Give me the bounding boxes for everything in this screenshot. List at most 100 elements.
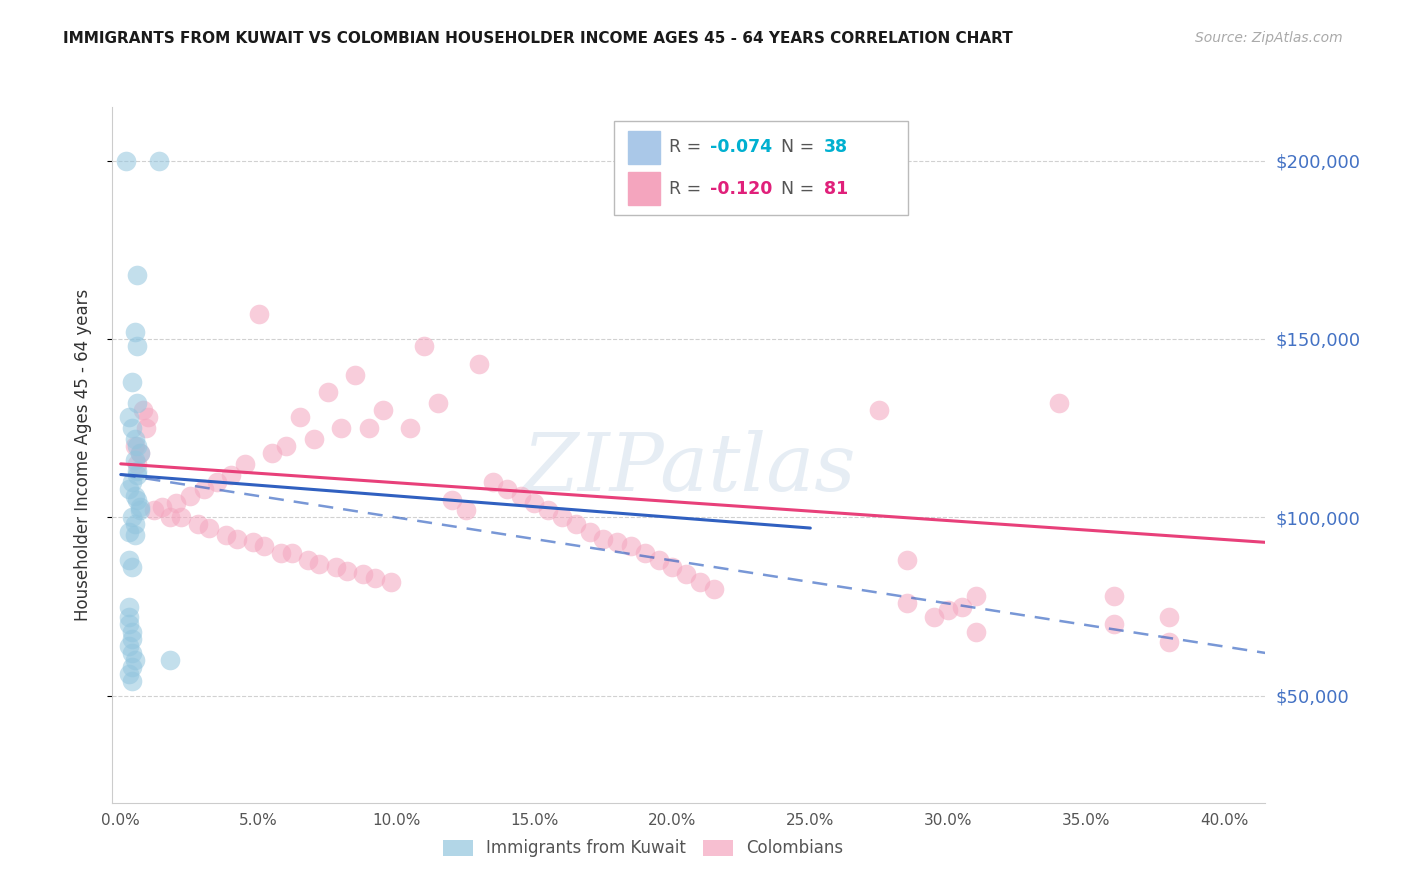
Text: R =: R = xyxy=(669,138,707,156)
Point xyxy=(124,453,146,467)
Point xyxy=(118,639,141,653)
Point xyxy=(121,510,143,524)
Point xyxy=(129,500,152,514)
Point xyxy=(344,368,367,382)
Point xyxy=(1102,617,1125,632)
Point xyxy=(620,539,643,553)
Point xyxy=(551,510,574,524)
Point xyxy=(950,599,973,614)
Point xyxy=(357,421,380,435)
Point xyxy=(148,153,170,168)
Point xyxy=(138,410,160,425)
Point xyxy=(316,385,339,400)
Point xyxy=(371,403,394,417)
Point xyxy=(675,567,697,582)
Point xyxy=(330,421,353,435)
Point xyxy=(302,432,325,446)
Point xyxy=(262,446,284,460)
Point xyxy=(1102,589,1125,603)
Point xyxy=(124,653,146,667)
Point xyxy=(127,467,149,482)
Point xyxy=(187,517,209,532)
Point xyxy=(509,489,531,503)
Point xyxy=(124,528,146,542)
Point xyxy=(121,632,143,646)
Point xyxy=(159,653,181,667)
Point xyxy=(363,571,385,585)
Point xyxy=(118,482,141,496)
Point xyxy=(578,524,600,539)
Point xyxy=(115,153,138,168)
Point xyxy=(170,510,193,524)
Point xyxy=(127,492,149,507)
Point xyxy=(127,457,149,471)
Bar xyxy=(628,130,661,164)
Point xyxy=(565,517,588,532)
Point xyxy=(308,557,330,571)
Text: 81: 81 xyxy=(824,179,848,198)
Text: ZIPatlas: ZIPatlas xyxy=(522,430,856,508)
Point xyxy=(159,510,181,524)
Point xyxy=(380,574,402,589)
Point xyxy=(121,375,143,389)
Point xyxy=(118,667,141,681)
Point xyxy=(537,503,560,517)
Point xyxy=(297,553,319,567)
Point xyxy=(288,410,311,425)
Point xyxy=(127,339,149,353)
Point xyxy=(118,599,141,614)
Point xyxy=(121,475,143,489)
Point xyxy=(896,553,918,567)
Point xyxy=(127,439,149,453)
Point xyxy=(127,396,149,410)
Point xyxy=(124,325,146,339)
Point xyxy=(454,503,477,517)
Point xyxy=(129,446,152,460)
Point xyxy=(198,521,221,535)
Point xyxy=(647,553,669,567)
Point xyxy=(325,560,347,574)
Point xyxy=(703,582,725,596)
Point xyxy=(150,500,173,514)
Point xyxy=(482,475,505,489)
Point xyxy=(124,517,146,532)
Point xyxy=(496,482,519,496)
Point xyxy=(965,624,987,639)
Point xyxy=(868,403,890,417)
Point xyxy=(121,421,143,435)
Point xyxy=(129,503,152,517)
Point xyxy=(121,624,143,639)
Point xyxy=(440,492,463,507)
Y-axis label: Householder Income Ages 45 - 64 years: Householder Income Ages 45 - 64 years xyxy=(73,289,91,621)
Point xyxy=(121,646,143,660)
Point xyxy=(336,564,359,578)
Text: -0.074: -0.074 xyxy=(710,138,772,156)
Point xyxy=(1157,610,1180,624)
Text: -0.120: -0.120 xyxy=(710,179,772,198)
Point xyxy=(121,674,143,689)
Point xyxy=(965,589,987,603)
Point xyxy=(661,560,683,574)
Point xyxy=(896,596,918,610)
Point xyxy=(124,439,146,453)
Point xyxy=(124,432,146,446)
Point xyxy=(135,421,157,435)
Point xyxy=(936,603,959,617)
Point xyxy=(127,268,149,282)
Point xyxy=(127,464,149,478)
Point xyxy=(142,503,165,517)
Point xyxy=(281,546,304,560)
Point xyxy=(165,496,187,510)
Point xyxy=(924,610,946,624)
Point xyxy=(124,489,146,503)
Text: R =: R = xyxy=(669,179,707,198)
Point xyxy=(118,410,141,425)
Text: 38: 38 xyxy=(824,138,848,156)
Point xyxy=(129,446,152,460)
Point xyxy=(121,660,143,674)
Point xyxy=(219,467,242,482)
Point xyxy=(132,403,155,417)
Point xyxy=(689,574,711,589)
Point xyxy=(207,475,229,489)
Point xyxy=(353,567,375,582)
